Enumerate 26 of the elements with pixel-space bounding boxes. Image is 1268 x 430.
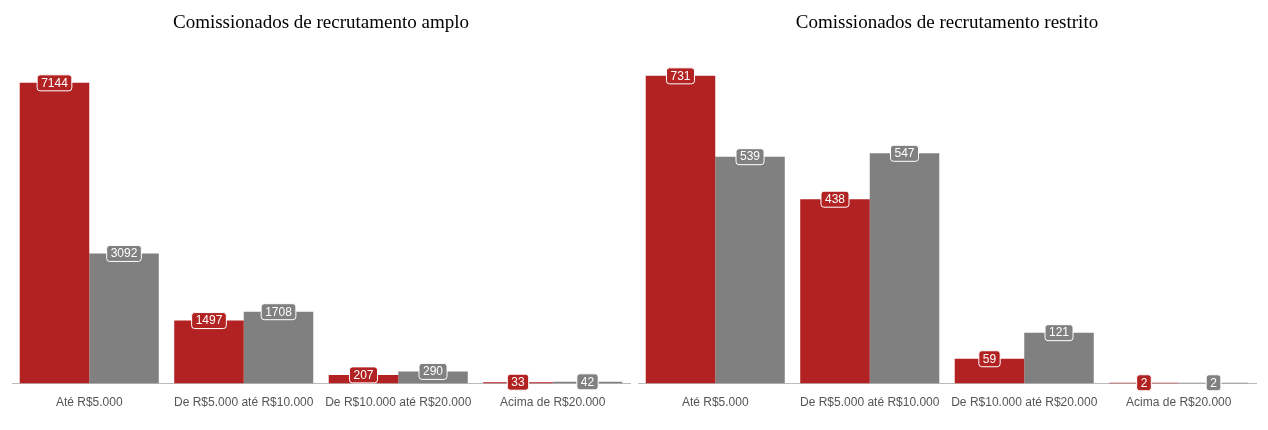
data-label: 539 [740,149,761,164]
data-label: 2 [1140,375,1148,390]
data-label: 1708 [265,304,293,319]
x-tick-label: De R$10.000 até R$20.000 [325,395,472,410]
data-label: 731 [670,68,691,83]
data-label: 7144 [41,75,69,90]
data-label: 290 [423,364,444,379]
data-label: 207 [353,367,374,382]
x-tick-label: Acima de R$20.000 [500,395,606,410]
x-tick-label: De R$5.000 até R$10.000 [174,395,314,410]
data-label: 121 [1049,325,1070,340]
data-label: 438 [824,192,846,207]
data-label: 547 [894,146,915,161]
data-label: 59 [982,351,997,366]
x-tick-label: De R$10.000 até R$20.000 [951,395,1098,410]
data-label: 42 [580,374,595,389]
chart-title: Comissionados de recrutamento restrito [795,11,1099,33]
x-tick-label: De R$5.000 até R$10.000 [800,395,940,410]
data-label: 2 [1210,375,1218,390]
data-label: 33 [511,375,525,390]
x-tick-label: Acima de R$20.000 [1126,395,1232,410]
x-tick-label: Até R$5.000 [55,395,123,410]
data-label: 3092 [110,246,138,261]
data-label: 1497 [195,313,223,328]
x-tick-label: Até R$5.000 [681,395,749,410]
chart-title: Comissionados de recrutamento amplo [172,11,470,33]
